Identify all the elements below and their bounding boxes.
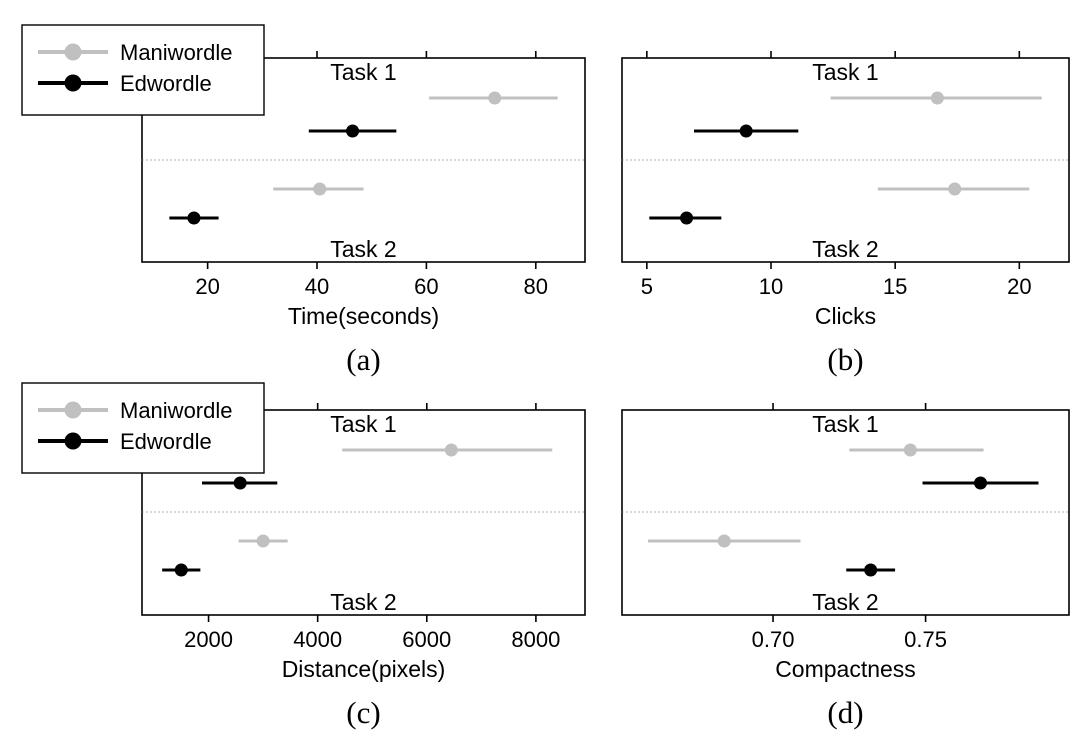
legend-marker bbox=[64, 401, 82, 419]
chart-panel-d: 0.70 0.75 Compactness (d) Task 1 Task 2 bbox=[621, 403, 1070, 730]
task-1-label: Task 1 bbox=[330, 411, 396, 437]
x-axis-label: Compactness bbox=[775, 656, 916, 682]
mean-point-maniwordle bbox=[488, 91, 502, 105]
x-tick-label: 60 bbox=[414, 274, 438, 299]
mean-point-maniwordle bbox=[256, 534, 270, 548]
mean-point-edwordle bbox=[680, 211, 694, 225]
x-tick-label: 20 bbox=[1007, 274, 1031, 299]
legend: Maniwordle Edwordle bbox=[21, 382, 265, 474]
panel-label: (b) bbox=[827, 342, 863, 377]
mean-point-edwordle bbox=[864, 563, 878, 577]
legend-marker bbox=[64, 43, 82, 61]
x-tick-label: 80 bbox=[524, 274, 548, 299]
chart-panel-c: 2000 4000 6000 8000 Distance(pixels) (c) Task … bbox=[141, 403, 586, 730]
x-tick-label: 10 bbox=[759, 274, 783, 299]
x-axis-label: Distance(pixels) bbox=[282, 656, 446, 682]
mean-point-edwordle bbox=[974, 476, 988, 490]
legend-box bbox=[21, 382, 265, 474]
x-tick-label: 4000 bbox=[293, 627, 342, 652]
mean-point-edwordle bbox=[233, 476, 247, 490]
x-axis-label: Clicks bbox=[815, 303, 876, 329]
legend-marker bbox=[64, 74, 82, 92]
x-tick-label: 6000 bbox=[402, 627, 451, 652]
x-tick-label: 15 bbox=[883, 274, 907, 299]
legend-label: Maniwordle bbox=[120, 398, 233, 423]
panel-label: (d) bbox=[827, 695, 863, 730]
x-axis-label: Time(seconds) bbox=[288, 303, 439, 329]
task-1-label: Task 1 bbox=[330, 59, 396, 85]
task-2-label: Task 2 bbox=[330, 236, 396, 262]
x-tick-label: 8000 bbox=[511, 627, 560, 652]
plot-frame bbox=[621, 409, 1070, 616]
mean-point-maniwordle bbox=[903, 443, 917, 457]
mean-point-edwordle bbox=[739, 124, 753, 138]
x-tick-label: 20 bbox=[195, 274, 219, 299]
mean-point-edwordle bbox=[174, 563, 188, 577]
mean-point-edwordle bbox=[346, 124, 360, 138]
x-tick-label: 5 bbox=[641, 274, 653, 299]
task-1-label: Task 1 bbox=[812, 411, 878, 437]
legend-label: Maniwordle bbox=[120, 40, 233, 65]
mean-point-edwordle bbox=[187, 211, 201, 225]
plot-frame bbox=[141, 409, 586, 616]
legend-marker bbox=[64, 432, 82, 450]
task-2-label: Task 2 bbox=[330, 589, 396, 615]
legend-label: Edwordle bbox=[120, 429, 212, 454]
legend: Maniwordle Edwordle bbox=[21, 24, 265, 116]
x-tick-label: 40 bbox=[305, 274, 329, 299]
mean-point-maniwordle bbox=[717, 534, 731, 548]
chart-panel-b: 5 10 15 20 Clicks (b) Task 1 Task 2 bbox=[621, 51, 1070, 377]
chart-panel-a: 20 40 60 80 Time(seconds) (a) Task 1 Task 2 bbox=[141, 51, 586, 377]
mean-point-maniwordle bbox=[930, 91, 944, 105]
plot-frame bbox=[621, 57, 1070, 263]
x-tick-label: 0.75 bbox=[904, 627, 947, 652]
mean-point-maniwordle bbox=[313, 182, 327, 196]
x-tick-label: 0.70 bbox=[752, 627, 795, 652]
legend-box bbox=[21, 24, 265, 116]
task-2-label: Task 2 bbox=[812, 589, 878, 615]
panel-label: (a) bbox=[346, 342, 380, 377]
task-1-label: Task 1 bbox=[812, 59, 878, 85]
mean-point-maniwordle bbox=[948, 182, 962, 196]
task-2-label: Task 2 bbox=[812, 236, 878, 262]
x-tick-label: 2000 bbox=[184, 627, 233, 652]
panel-label: (c) bbox=[346, 695, 380, 730]
mean-point-maniwordle bbox=[444, 443, 458, 457]
legend-label: Edwordle bbox=[120, 71, 212, 96]
